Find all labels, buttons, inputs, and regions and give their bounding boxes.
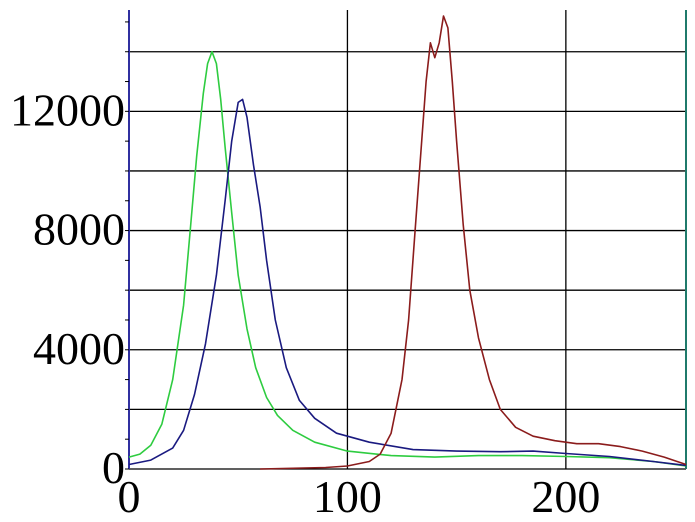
y-tick-label: 8000: [33, 204, 125, 255]
series-line-2: [128, 98, 687, 467]
y-tick-label: 4000: [33, 323, 125, 374]
series-line-1: [128, 50, 687, 467]
series-line-3: [260, 15, 687, 470]
y-tick-label: 12000: [10, 84, 125, 135]
x-tick-label: 200: [531, 471, 600, 522]
x-tick-label: 100: [313, 471, 382, 522]
y-tick-label: 0: [102, 442, 125, 493]
grid: [128, 10, 687, 470]
axes: [125, 10, 130, 470]
x-tick-label: 0: [118, 471, 141, 522]
tick-labels: 0 4000 8000 12000 0 100 200: [10, 84, 600, 522]
series-group: [128, 15, 687, 470]
